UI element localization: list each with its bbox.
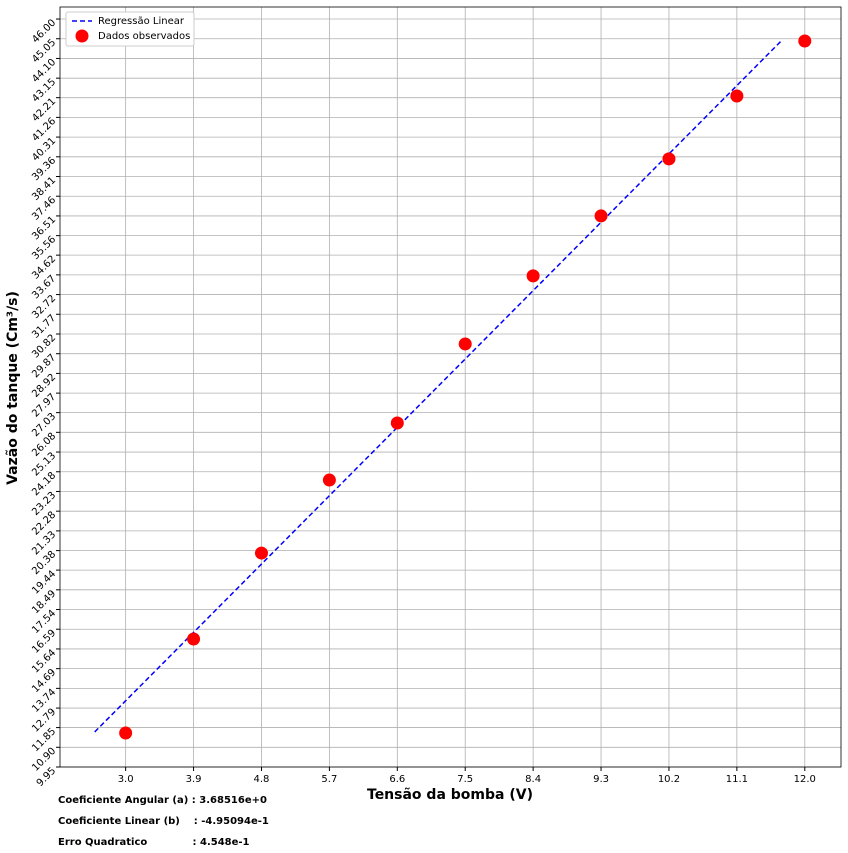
- x-tick-label: 12.0: [794, 774, 816, 785]
- y-axis-label: Vazão do tanque (Cm³/s): [5, 291, 21, 485]
- legend-box: [65, 11, 195, 47]
- data-point: [187, 632, 201, 646]
- data-point: [322, 473, 336, 487]
- x-tick-label: 3.0: [118, 774, 134, 785]
- x-tick-label: 11.1: [726, 774, 748, 785]
- x-tick-label: 5.7: [321, 774, 337, 785]
- annotation: Erro Quadratico : 4.548e-1: [58, 837, 250, 848]
- data-point: [730, 89, 744, 103]
- plot-frame: [59, 6, 842, 768]
- regression-line: [94, 39, 783, 733]
- data-point: [390, 416, 404, 430]
- legend-swatch: [75, 29, 89, 43]
- data-point: [254, 546, 268, 560]
- x-tick-label: 3.9: [186, 774, 202, 785]
- data-point: [458, 337, 472, 351]
- data-point: [526, 269, 540, 283]
- x-tick-label: 6.6: [389, 774, 405, 785]
- legend: Regressão Linear Dados observados: [65, 11, 195, 47]
- annotation: Coeficiente Angular (a) : 3.68516e+0: [58, 795, 267, 806]
- x-tick-label: 7.5: [457, 774, 473, 785]
- x-tick-label: 8.4: [525, 774, 541, 785]
- data-point: [594, 209, 608, 223]
- legend-label: Dados observados: [98, 31, 190, 42]
- x-tick-label: 9.3: [593, 774, 609, 785]
- data-point: [798, 34, 812, 48]
- x-axis-label: Tensão da bomba (V): [367, 787, 533, 803]
- data-point: [119, 726, 133, 740]
- annotation: Coeficiente Linear (b) : -4.95094e-1: [58, 816, 269, 827]
- x-tick-label: 4.8: [254, 774, 270, 785]
- data-point: [662, 152, 676, 166]
- legend-label: Regressão Linear: [98, 16, 185, 27]
- x-tick-label: 10.2: [658, 774, 680, 785]
